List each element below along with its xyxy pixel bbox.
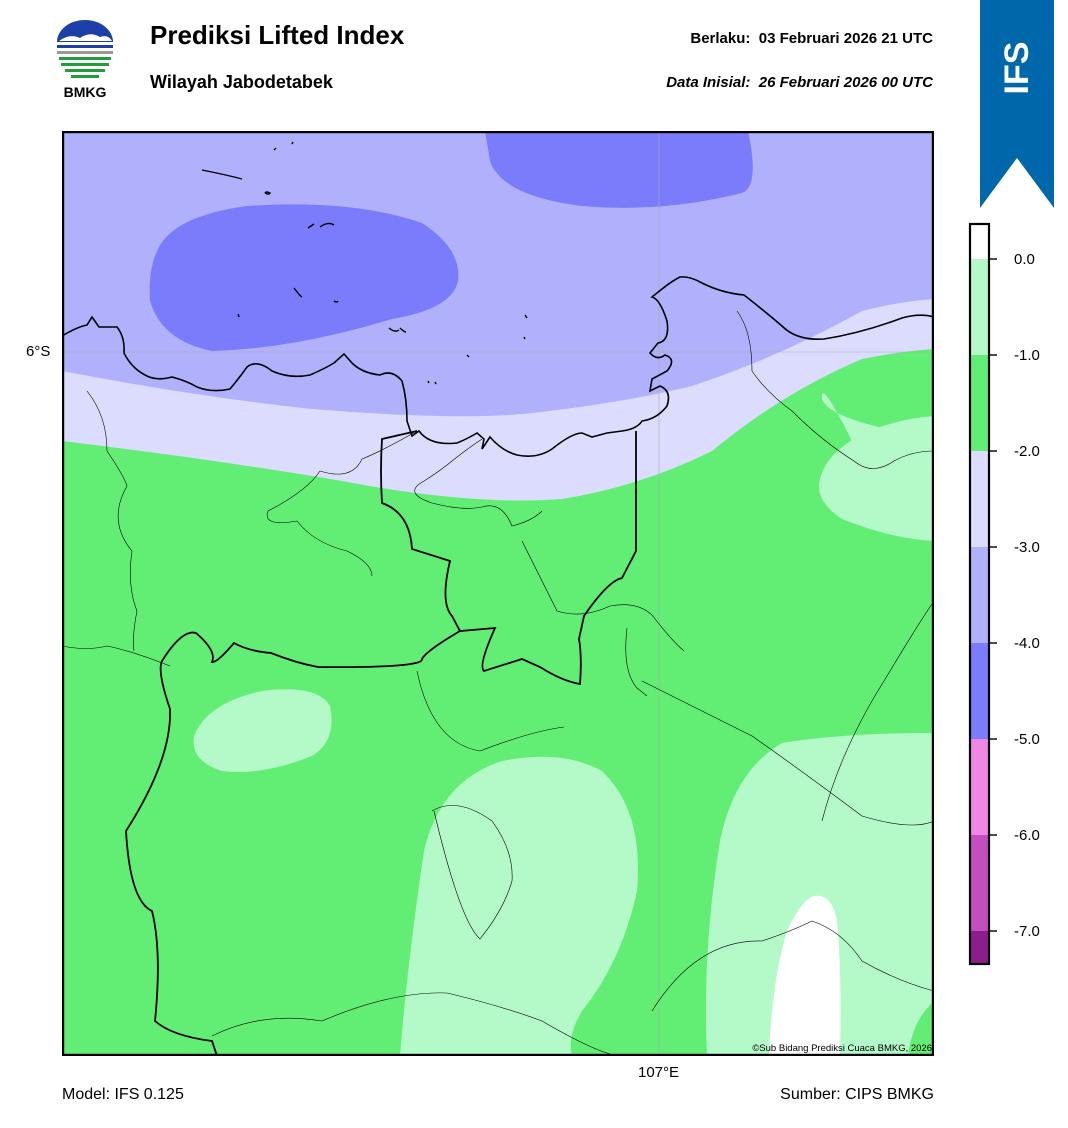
colorbar-tick-label: -2.0 [1014,443,1040,460]
valid-value: 03 Februari 2026 21 UTC [758,30,933,47]
colorbar-band [970,835,989,931]
colorbar-tick-label: -3.0 [1014,539,1040,556]
source-label: Sumber: CIPS BMKG [780,1086,934,1103]
zone-li-0-1-east2 [818,416,934,541]
colorbar-band [970,451,989,547]
colorbar: 0.0 -1.0 -2.0 -3.0 -4.0 -5.0 -6.0 -7.0 [968,222,1040,966]
colorbar-tick-label: -6.0 [1014,827,1040,844]
latitude-label: 6°S [26,343,51,360]
provincial-boundary-west [125,630,461,1056]
colorbar-band [970,547,989,643]
zone-li-0-1-east [821,393,934,441]
copyright-credit: ©Sub Bidang Prediksi Cuaca BMKG, 2026 [752,1043,932,1054]
init-time: Data Inisial: 26 Februari 2026 00 UTC [666,74,933,91]
thousand-islands [201,141,528,385]
colorbar-band [970,224,989,259]
zone-li-1-2-corner [908,1001,934,1056]
colorbar-band [970,355,989,451]
bmkg-logo [57,20,113,78]
colorbar-band [970,643,989,739]
ifs-badge-text: IFS [998,42,1036,95]
colorbar-band [970,931,989,964]
ifs-badge: IFS [980,0,1054,208]
regency-boundaries [62,310,934,1056]
colorbar-tick-label: 0.0 [1014,251,1035,268]
logo-text: BMKG [63,84,107,100]
valid-time: Berlaku: 03 Februari 2026 21 UTC [690,30,933,47]
colorbar-tick-label: -4.0 [1014,635,1040,652]
colorbar-tick-label: -7.0 [1014,923,1040,940]
coastline [62,276,934,457]
zone-li-0-1-west [193,689,332,772]
provincial-boundary [380,430,637,686]
model-label: Model: IFS 0.125 [62,1086,184,1103]
lifted-index-map [62,131,934,1056]
colorbar-band [970,739,989,835]
longitude-label: 107°E [638,1064,680,1081]
init-label: Data Inisial: [666,74,751,91]
colorbar-tick-label: -5.0 [1014,731,1040,748]
map-subtitle: Wilayah Jabodetabek [150,72,333,92]
zone-li-4-5-west [149,204,459,351]
zone-li-positive [769,895,841,1056]
zone-li-4-5-north [485,131,753,208]
init-value: 26 Februari 2026 00 UTC [758,74,933,91]
zone-li-0-1-south-east [705,733,934,1056]
valid-label: Berlaku: [690,30,751,47]
colorbar-band [970,259,989,355]
map-title: Prediksi Lifted Index [150,20,405,50]
colorbar-tick-label: -1.0 [1014,347,1040,364]
zone-li-0-1-south-center [400,756,638,1056]
